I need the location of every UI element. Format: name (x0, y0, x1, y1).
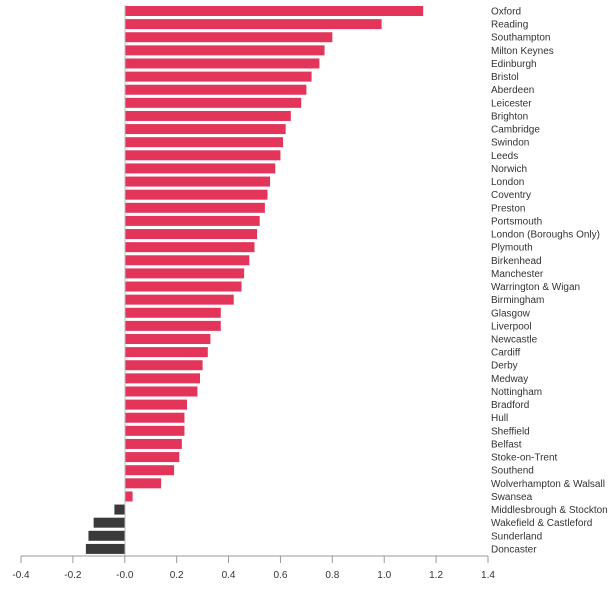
bar-liverpool (124, 320, 221, 331)
bar-sheffield (124, 425, 185, 436)
bar-medway (124, 373, 201, 384)
bar-southend (124, 465, 175, 476)
category-label: London (491, 177, 524, 188)
category-label: Newcastle (491, 335, 538, 346)
category-label: Derby (491, 361, 518, 372)
category-label: Edinburgh (491, 59, 537, 70)
x-tick-label: 1.4 (481, 570, 495, 581)
bar-birmingham (124, 294, 234, 305)
category-label: Milton Keynes (491, 46, 554, 57)
bar-brighton (124, 110, 291, 121)
category-label: Swindon (491, 138, 529, 149)
category-label: Plymouth (491, 243, 533, 254)
bars (85, 6, 424, 554)
x-tick-label: -0.2 (64, 570, 82, 581)
bar-cardiff (124, 347, 208, 358)
category-label: Leeds (491, 151, 518, 162)
category-label: Medway (491, 374, 528, 385)
bar-plymouth (124, 242, 255, 253)
category-label: Wakefield & Castleford (491, 518, 592, 529)
x-tick-label: 0.4 (222, 570, 236, 581)
category-label: Norwich (491, 164, 527, 175)
bar-nottingham (124, 386, 198, 397)
bar-cambridge (124, 124, 286, 135)
bar-preston (124, 202, 265, 213)
category-label: Middlesbrough & Stockton (491, 505, 608, 516)
bar-newcastle (124, 334, 211, 344)
bar-wolverhampton-walsall (124, 478, 162, 489)
category-labels: Oxford Reading Southampton Milton Keynes Edi… (491, 7, 608, 556)
category-label: Sunderland (491, 531, 542, 542)
category-label: Birkenhead (491, 256, 542, 267)
category-label: Southend (491, 466, 534, 477)
bar-stoke-on-trent (124, 452, 180, 463)
bar-hull (124, 412, 185, 423)
bar-coventry (124, 189, 268, 200)
bar-birkenhead (124, 255, 250, 266)
category-label: Portsmouth (491, 216, 542, 227)
bar-warrington-wigan (124, 281, 242, 292)
category-label: Brighton (491, 111, 528, 122)
bar-london (124, 176, 271, 187)
bar-edinburgh (124, 58, 320, 69)
category-label: Wolverhampton & Walsall (491, 479, 605, 490)
category-label: Sheffield (491, 426, 530, 437)
x-tick-label: 1.0 (377, 570, 391, 581)
category-label: Doncaster (491, 544, 537, 555)
bar-glasgow (124, 307, 221, 318)
bar-swansea (124, 491, 133, 502)
bar-middlesbrough-stockton (114, 504, 125, 515)
category-label: Birmingham (491, 295, 544, 306)
x-tick-label: 0.6 (273, 570, 287, 581)
category-label: Bristol (491, 72, 519, 83)
bar-bradford (124, 399, 188, 410)
bar-manchester (124, 268, 245, 279)
x-tick-label: -0.0 (116, 570, 134, 581)
category-label: Glasgow (491, 308, 531, 319)
bar-reading (124, 19, 382, 30)
x-tick-label: 1.2 (429, 570, 443, 581)
x-tick-label: 0.8 (325, 570, 339, 581)
category-label: Bradford (491, 400, 529, 411)
bar-doncaster (85, 543, 125, 554)
bar-oxford (124, 6, 424, 16)
bar-bristol (124, 71, 312, 82)
category-label: Aberdeen (491, 85, 534, 96)
category-label: Hull (491, 413, 508, 424)
category-label: Oxford (491, 7, 521, 18)
category-label: Reading (491, 20, 528, 31)
bar-wakefield-castleford (93, 517, 125, 528)
category-label: Preston (491, 203, 525, 214)
x-axis: -0.4 -0.2 -0.0 0.2 0.4 0.6 0.8 1.0 1.2 1.4 (12, 555, 495, 581)
category-label: Leicester (491, 98, 532, 109)
category-label: Belfast (491, 439, 522, 450)
bar-aberdeen (124, 84, 307, 95)
bar-sunderland (88, 530, 125, 541)
category-label: Liverpool (491, 321, 532, 332)
bar-portsmouth (124, 215, 260, 226)
category-label: Swansea (491, 492, 533, 503)
bar-derby (124, 360, 203, 371)
bar-belfast (124, 438, 182, 449)
bar-milton-keynes (124, 45, 325, 56)
x-tick-label: 0.2 (170, 570, 184, 581)
category-label: Manchester (491, 269, 544, 280)
bar-leicester (124, 97, 302, 108)
bar-swindon (124, 137, 284, 148)
bar-london-boroughs-only- (124, 229, 258, 240)
category-label: Southampton (491, 33, 551, 44)
category-label: Cardiff (491, 348, 520, 359)
bar-southampton (124, 32, 333, 43)
bar-leeds (124, 150, 281, 161)
category-label: Stoke-on-Trent (491, 453, 558, 464)
x-tick-label: -0.4 (12, 570, 30, 581)
category-label: Cambridge (491, 125, 540, 136)
category-label: London (Boroughs Only) (491, 230, 600, 241)
category-label: Nottingham (491, 387, 542, 398)
category-label: Warrington & Wigan (491, 282, 580, 293)
bar-norwich (124, 163, 276, 174)
category-label: Coventry (491, 190, 531, 201)
